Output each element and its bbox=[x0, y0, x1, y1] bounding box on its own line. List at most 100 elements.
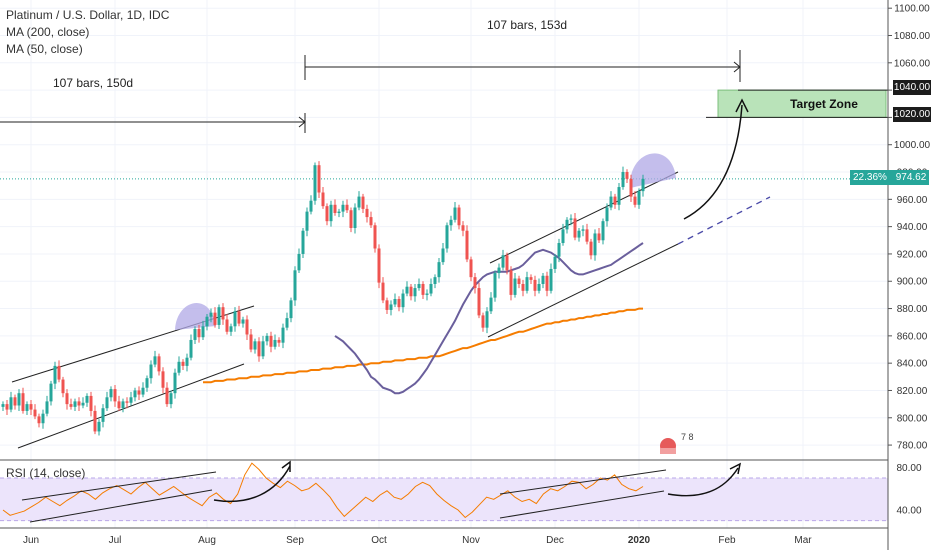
candle-body bbox=[573, 218, 577, 238]
price-tick-label: 1060.00 bbox=[894, 58, 931, 69]
rsi-tick-label: 80.00 bbox=[896, 463, 921, 474]
candle-body bbox=[125, 401, 129, 403]
candle-body bbox=[1, 404, 5, 407]
legend-ma200: MA (200, close) bbox=[6, 25, 90, 39]
candle-body bbox=[333, 204, 337, 213]
candle-body bbox=[549, 268, 553, 291]
candle-body bbox=[401, 293, 405, 308]
candle-body bbox=[301, 230, 305, 254]
candle-body bbox=[169, 393, 173, 405]
candle-body bbox=[561, 229, 565, 244]
candle-body bbox=[565, 219, 569, 230]
time-tick-label: Jun bbox=[23, 535, 39, 546]
candle-body bbox=[425, 293, 429, 295]
candle-body bbox=[217, 307, 221, 325]
candle-body bbox=[465, 230, 469, 260]
candle-body bbox=[557, 243, 561, 257]
candle-body bbox=[121, 401, 125, 409]
top-highlight-2 bbox=[629, 153, 676, 188]
rsi-trend-2b bbox=[499, 490, 665, 519]
candle-body bbox=[393, 298, 397, 305]
candle-body bbox=[449, 219, 453, 226]
candle-body bbox=[397, 298, 401, 308]
candle-body bbox=[17, 393, 21, 406]
candle-body bbox=[193, 329, 197, 340]
candle-body bbox=[477, 288, 481, 316]
range-arrow-right bbox=[733, 61, 741, 73]
rsi-tick-label: 40.00 bbox=[896, 506, 921, 517]
candle-body bbox=[361, 196, 365, 209]
time-tick-label: Sep bbox=[286, 535, 304, 546]
candle-body bbox=[5, 404, 9, 410]
price-tick-label: 840.00 bbox=[897, 359, 928, 370]
candle-body bbox=[289, 300, 293, 319]
logo-text: 7 8 bbox=[681, 432, 694, 442]
candle-body bbox=[161, 371, 165, 388]
candle-body bbox=[57, 365, 61, 380]
candle-body bbox=[177, 361, 181, 373]
candle-body bbox=[533, 279, 537, 291]
candle-body bbox=[265, 335, 269, 342]
candle-body bbox=[205, 316, 209, 327]
time-tick-label: 2020 bbox=[628, 535, 651, 546]
price-tick-label: 780.00 bbox=[897, 441, 928, 452]
candle-body bbox=[257, 341, 261, 357]
candle-body bbox=[93, 410, 97, 432]
candle-body bbox=[629, 178, 633, 197]
candle-body bbox=[105, 397, 109, 409]
candle-body bbox=[469, 259, 473, 278]
candle-body bbox=[309, 200, 313, 212]
candle-body bbox=[597, 233, 601, 241]
candle-body bbox=[617, 187, 621, 205]
candle-body bbox=[165, 387, 169, 405]
candle-body bbox=[209, 312, 213, 317]
candle-body bbox=[421, 283, 425, 295]
candle-body bbox=[109, 389, 113, 398]
legend-ma50: MA (50, close) bbox=[6, 42, 83, 56]
rsi-trend-1a bbox=[21, 471, 217, 501]
candle-body bbox=[409, 286, 413, 297]
candle-body bbox=[437, 262, 441, 278]
candle-body bbox=[473, 277, 477, 289]
candle-body bbox=[613, 196, 617, 205]
candle-body bbox=[317, 165, 321, 193]
candle-body bbox=[305, 211, 309, 231]
candle-body bbox=[273, 339, 277, 347]
candle-body bbox=[517, 278, 521, 284]
price-label-1020: 1020.00 bbox=[893, 107, 931, 122]
price-tick-label: 880.00 bbox=[897, 304, 928, 315]
candle-body bbox=[9, 397, 13, 410]
candle-body bbox=[577, 230, 581, 238]
candle-body bbox=[297, 253, 301, 271]
candle-body bbox=[45, 401, 49, 414]
candle-body bbox=[525, 277, 529, 291]
ma50-line bbox=[334, 242, 644, 395]
candle-body bbox=[293, 270, 297, 301]
candle-body bbox=[545, 275, 549, 291]
candle-body bbox=[69, 404, 73, 407]
price-tick-label: 820.00 bbox=[897, 386, 928, 397]
candle-body bbox=[73, 401, 77, 407]
candle-body bbox=[429, 283, 433, 294]
candle-body bbox=[241, 319, 245, 324]
ma200-line bbox=[203, 307, 643, 384]
candle-body bbox=[513, 278, 517, 295]
candle-body bbox=[53, 365, 57, 384]
candle-body bbox=[313, 165, 317, 201]
candle-body bbox=[541, 275, 545, 284]
candle-body bbox=[373, 225, 377, 249]
target-zone-label: Target Zone bbox=[790, 97, 858, 111]
candle-body bbox=[453, 207, 457, 220]
range-label-left: 107 bars, 150d bbox=[53, 76, 134, 90]
candle-body bbox=[89, 395, 93, 411]
time-tick-label: Feb bbox=[718, 535, 736, 546]
candle-body bbox=[593, 233, 597, 256]
candle-body bbox=[41, 413, 45, 424]
price-tick-label: 1100.00 bbox=[894, 4, 930, 15]
price-tick-label: 940.00 bbox=[897, 222, 928, 233]
channel2-lower bbox=[487, 243, 679, 338]
candle-body bbox=[37, 416, 41, 424]
current-pct: 22.36% bbox=[853, 172, 887, 183]
logo-stripe bbox=[660, 448, 676, 454]
